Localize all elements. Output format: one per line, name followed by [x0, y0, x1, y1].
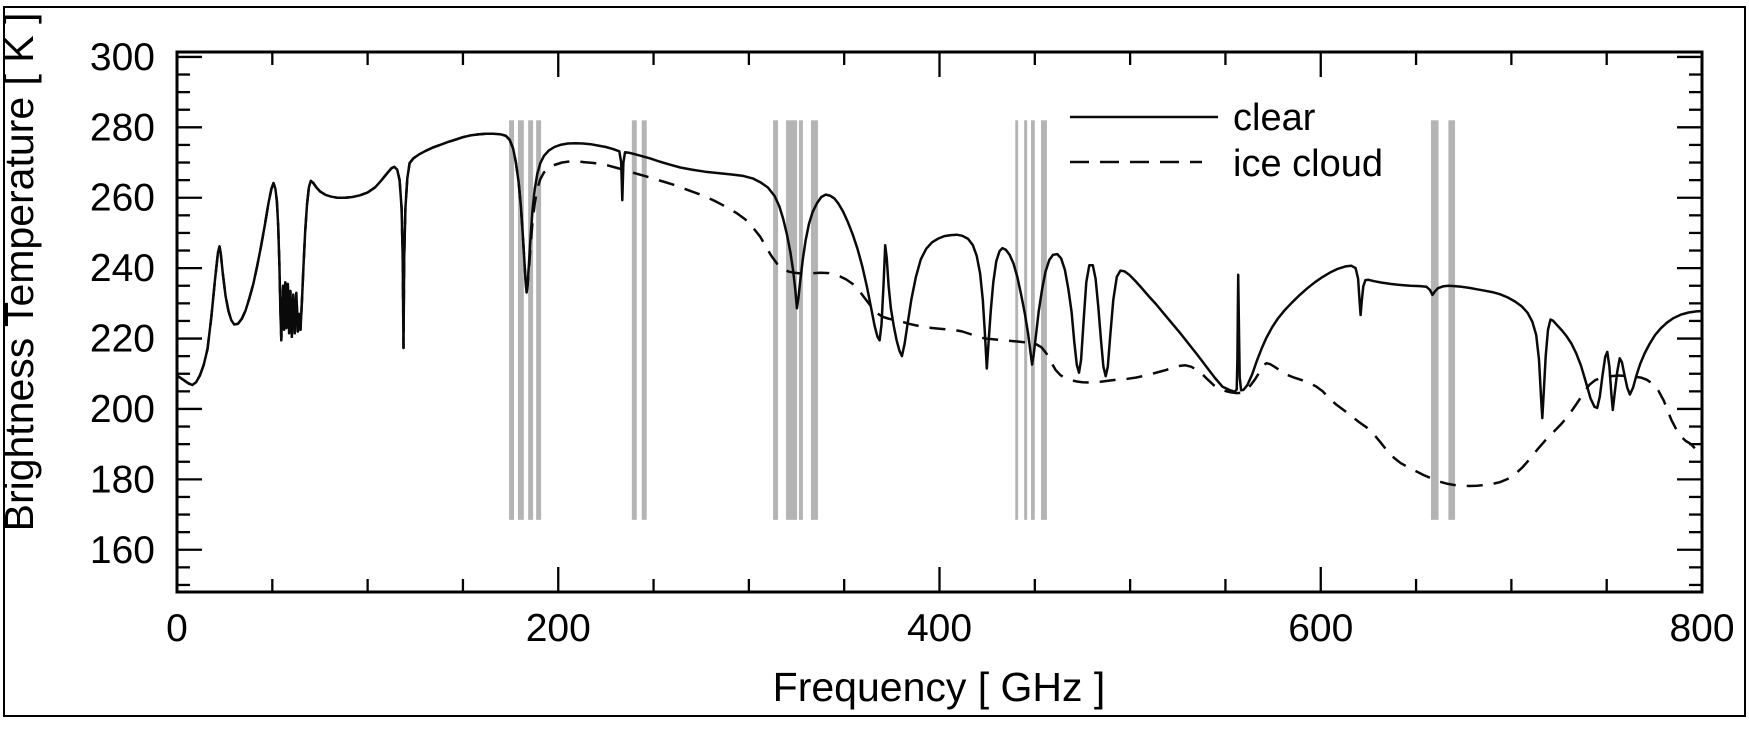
y-tick-label: 300 — [90, 36, 155, 79]
channel-band — [1430, 120, 1439, 520]
y-tick-label: 200 — [90, 388, 155, 431]
channel-band — [528, 120, 534, 520]
legend: clear ice cloud — [1070, 97, 1383, 185]
channel-band — [810, 120, 818, 520]
y-tick-label: 240 — [90, 247, 155, 290]
channel-band — [1041, 120, 1047, 520]
channel-band — [641, 120, 647, 520]
image-border — [3, 6, 1746, 717]
channel-band — [509, 120, 515, 520]
x-tick-label: 600 — [1288, 607, 1353, 650]
channel-band — [631, 120, 637, 520]
plot-frame — [175, 50, 1704, 594]
legend-clear-label: clear — [1233, 97, 1316, 139]
channel-band — [517, 120, 524, 520]
x-tick-label: 0 — [166, 607, 188, 650]
channel-band — [786, 120, 798, 520]
channel-band — [1448, 120, 1456, 520]
y-tick-label: 220 — [90, 318, 155, 361]
legend-ice-cloud-label: ice cloud — [1233, 143, 1383, 185]
y-tick-label: 280 — [90, 106, 155, 149]
ice-cloud-curve — [176, 132, 1703, 488]
x-tick-label: 200 — [526, 607, 591, 650]
clear-curve — [176, 132, 1703, 420]
y-tick-label: 260 — [90, 177, 155, 220]
x-tick-label: 400 — [907, 607, 972, 650]
y-tick-label: 160 — [90, 529, 155, 572]
channel-band — [1031, 120, 1035, 520]
y-axis-title: Brightness Temperature [ K ] — [0, 13, 42, 532]
channel-band — [536, 120, 542, 520]
channel-band — [1015, 120, 1019, 520]
y-tick-label: 180 — [90, 458, 155, 501]
x-tick-label: 800 — [1669, 607, 1734, 650]
channel-band — [798, 120, 803, 520]
x-axis-title: Frequency [ GHz ] — [773, 664, 1106, 710]
channel-band — [773, 120, 779, 520]
